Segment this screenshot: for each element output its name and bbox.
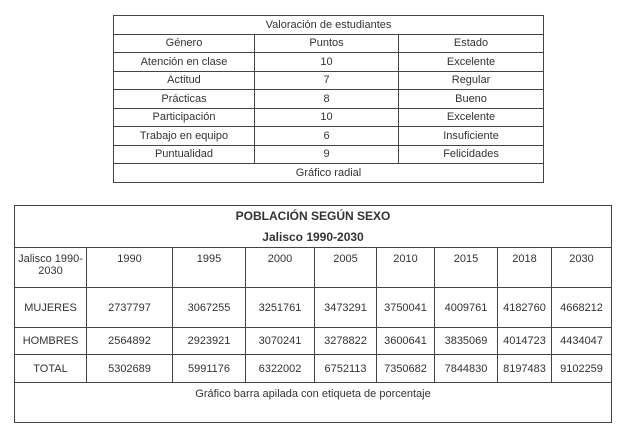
cell: Prácticas xyxy=(113,89,255,109)
cell: 3278822 xyxy=(314,327,377,355)
data-row: MUJERES 2737797 3067255 3251761 3473291 37500… xyxy=(14,287,613,328)
cell: Felicidades xyxy=(397,144,545,164)
footer-row: Gráfico barra apilada con etiqueta de po… xyxy=(13,382,613,423)
cell: Trabajo en equipo xyxy=(113,126,255,146)
header-cell: Jalisco 1990-2030 xyxy=(14,247,87,288)
poblacion-table: POBLACIÓN SEGÚN SEXO Jalisco 1990-2030 J… xyxy=(13,205,613,423)
table-title: Valoración de estudiantes xyxy=(112,15,545,35)
header-cell: 2030 xyxy=(550,247,613,288)
header-row: Género Puntos Estado xyxy=(113,33,545,53)
data-row: Trabajo en equipo 6 Insuficiente xyxy=(113,126,545,146)
cell: Atención en clase xyxy=(113,52,255,72)
cell: 3070241 xyxy=(245,327,315,355)
cell: HOMBRES xyxy=(14,327,87,355)
cell: 9 xyxy=(254,144,399,164)
header-row: Jalisco 1990-2030 1990 1995 2000 2005 2010 201… xyxy=(14,247,613,288)
header-cell: Estado xyxy=(397,33,545,53)
table-title: POBLACIÓN SEGÚN SEXO xyxy=(13,205,613,226)
data-row: TOTAL 5302689 5991176 6322002 6752113 7350682… xyxy=(14,354,613,383)
header-cell: Puntos xyxy=(254,33,399,53)
cell: Actitud xyxy=(113,70,255,90)
cell: 6 xyxy=(254,126,399,146)
data-row: Puntualidad 9 Felicidades xyxy=(113,144,545,164)
cell: 10 xyxy=(254,107,399,127)
cell: 8 xyxy=(254,89,399,109)
header-cell: 2018 xyxy=(497,247,552,288)
table-footer: Gráfico radial xyxy=(112,163,545,183)
header-cell: Género xyxy=(113,33,255,53)
cell: TOTAL xyxy=(14,354,87,383)
cell: 6322002 xyxy=(245,354,315,383)
cell: 4014723 xyxy=(497,327,552,355)
header-cell: 1990 xyxy=(86,247,173,288)
cell: 5302689 xyxy=(86,354,173,383)
cell: Excelente xyxy=(397,52,545,72)
cell: 4182760 xyxy=(497,287,552,328)
cell: 3473291 xyxy=(314,287,377,328)
cell: 2923921 xyxy=(172,327,246,355)
cell: 7350682 xyxy=(376,354,435,383)
table-footer: Gráfico barra apilada con etiqueta de po… xyxy=(13,382,613,423)
cell: Insuficiente xyxy=(397,126,545,146)
header-cell: 2015 xyxy=(434,247,498,288)
cell: Puntualidad xyxy=(113,144,255,164)
cell: 2737797 xyxy=(86,287,173,328)
cell: 7 xyxy=(254,70,399,90)
header-cell: 2010 xyxy=(376,247,435,288)
cell: 4668212 xyxy=(550,287,613,328)
data-row: Actitud 7 Regular xyxy=(113,70,545,90)
cell: 3067255 xyxy=(172,287,246,328)
cell: Bueno xyxy=(397,89,545,109)
cell: Participación xyxy=(113,107,255,127)
header-cell: 2005 xyxy=(314,247,377,288)
cell: 3750041 xyxy=(376,287,435,328)
footer-row: Gráfico radial xyxy=(112,163,545,183)
title-row: Valoración de estudiantes xyxy=(112,15,545,35)
cell: 4009761 xyxy=(434,287,498,328)
cell: 4434047 xyxy=(550,327,613,355)
cell: 5991176 xyxy=(172,354,246,383)
cell: 3600641 xyxy=(376,327,435,355)
cell: 9102259 xyxy=(550,354,613,383)
subtitle-row: Jalisco 1990-2030 xyxy=(13,226,613,248)
cell: Excelente xyxy=(397,107,545,127)
data-row: Prácticas 8 Bueno xyxy=(113,89,545,109)
valoracion-table: Valoración de estudiantes Género Puntos Est… xyxy=(112,15,545,183)
title-row: POBLACIÓN SEGÚN SEXO xyxy=(13,205,613,226)
data-row: HOMBRES 2564892 2923921 3070241 3278822 36006… xyxy=(14,327,613,355)
cell: 2564892 xyxy=(86,327,173,355)
header-cell: 2000 xyxy=(245,247,315,288)
cell: MUJERES xyxy=(14,287,87,328)
header-cell: 1995 xyxy=(172,247,246,288)
cell: 10 xyxy=(254,52,399,72)
cell: 3251761 xyxy=(245,287,315,328)
cell: 6752113 xyxy=(314,354,377,383)
data-row: Atención en clase 10 Excelente xyxy=(113,52,545,72)
cell: Regular xyxy=(397,70,545,90)
table-subtitle: Jalisco 1990-2030 xyxy=(13,226,613,248)
cell: 3835069 xyxy=(434,327,498,355)
cell: 8197483 xyxy=(497,354,552,383)
cell: 7844830 xyxy=(434,354,498,383)
data-row: Participación 10 Excelente xyxy=(113,107,545,127)
